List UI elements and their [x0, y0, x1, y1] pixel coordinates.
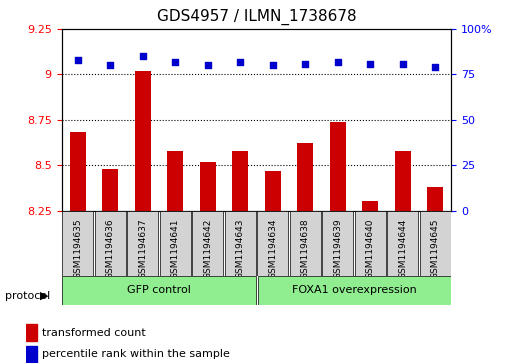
- Text: GSM1194640: GSM1194640: [366, 219, 374, 279]
- Bar: [329, 122, 346, 211]
- FancyBboxPatch shape: [95, 211, 126, 276]
- Text: FOXA1 overexpression: FOXA1 overexpression: [291, 285, 417, 295]
- Bar: [427, 187, 443, 211]
- Point: [366, 61, 374, 66]
- Text: GFP control: GFP control: [127, 285, 191, 295]
- Point: [139, 53, 147, 59]
- Text: percentile rank within the sample: percentile rank within the sample: [42, 349, 230, 359]
- Text: GSM1194644: GSM1194644: [398, 219, 407, 279]
- FancyBboxPatch shape: [62, 276, 256, 305]
- Text: GSM1194641: GSM1194641: [171, 219, 180, 279]
- Text: GSM1194639: GSM1194639: [333, 219, 342, 279]
- Bar: [265, 171, 281, 211]
- Bar: [297, 143, 313, 211]
- Bar: [394, 151, 411, 211]
- FancyBboxPatch shape: [127, 211, 159, 276]
- Point: [399, 61, 407, 66]
- Point: [171, 59, 180, 65]
- Bar: [167, 151, 183, 211]
- FancyBboxPatch shape: [290, 211, 321, 276]
- Title: GDS4957 / ILMN_1738678: GDS4957 / ILMN_1738678: [156, 9, 357, 25]
- FancyBboxPatch shape: [62, 211, 93, 276]
- Point: [106, 62, 114, 68]
- Text: GSM1194645: GSM1194645: [431, 219, 440, 279]
- Text: ▶: ▶: [40, 291, 49, 301]
- Point: [431, 64, 439, 70]
- FancyBboxPatch shape: [354, 211, 386, 276]
- Text: GSM1194635: GSM1194635: [73, 219, 82, 279]
- Text: GSM1194636: GSM1194636: [106, 219, 115, 279]
- Bar: [362, 201, 378, 211]
- FancyBboxPatch shape: [322, 211, 353, 276]
- FancyBboxPatch shape: [259, 276, 452, 305]
- Bar: [26, 324, 37, 341]
- Bar: [102, 169, 119, 211]
- Point: [236, 59, 244, 65]
- Text: transformed count: transformed count: [42, 327, 146, 338]
- Text: GSM1194642: GSM1194642: [203, 219, 212, 279]
- FancyBboxPatch shape: [160, 211, 191, 276]
- Point: [269, 62, 277, 68]
- Text: GSM1194637: GSM1194637: [139, 219, 147, 279]
- Bar: [26, 346, 37, 363]
- Bar: [134, 71, 151, 211]
- FancyBboxPatch shape: [192, 211, 223, 276]
- Bar: [70, 132, 86, 211]
- Text: GSM1194638: GSM1194638: [301, 219, 310, 279]
- Text: GSM1194643: GSM1194643: [236, 219, 245, 279]
- FancyBboxPatch shape: [225, 211, 256, 276]
- Bar: [232, 151, 248, 211]
- Point: [333, 59, 342, 65]
- Bar: [200, 162, 216, 211]
- Point: [74, 57, 82, 63]
- Point: [301, 61, 309, 66]
- FancyBboxPatch shape: [387, 211, 418, 276]
- Text: GSM1194634: GSM1194634: [268, 219, 277, 279]
- FancyBboxPatch shape: [257, 211, 288, 276]
- Point: [204, 62, 212, 68]
- FancyBboxPatch shape: [420, 211, 451, 276]
- Text: protocol: protocol: [5, 291, 50, 301]
